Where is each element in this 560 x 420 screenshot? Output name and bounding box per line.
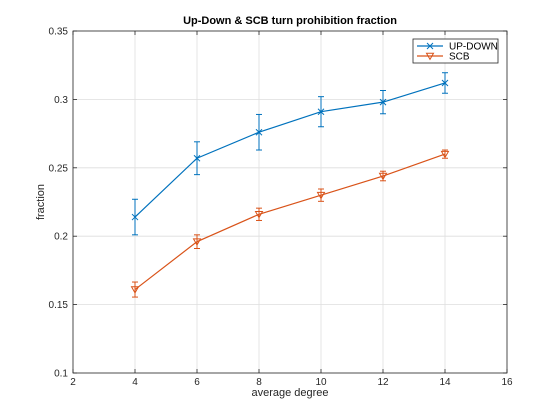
y-tick-label: 0.15 xyxy=(49,300,69,311)
axes: 2 4 6 8 10 12 14 16 0.1 0.15 0.2 0.25 0.3 0.35 xyxy=(49,27,513,389)
error-bar xyxy=(194,234,200,250)
marker-stroke xyxy=(379,98,387,106)
data-point xyxy=(316,191,326,200)
data-point xyxy=(192,238,202,247)
error-bar xyxy=(132,281,138,298)
series-layer xyxy=(130,72,450,298)
series-line-up-down xyxy=(134,82,446,218)
axes-box xyxy=(72,30,508,374)
chart-title: Up-Down & SCB turn prohibition fraction xyxy=(183,15,397,27)
x-tick-label: 6 xyxy=(194,377,200,388)
data-point xyxy=(131,213,139,221)
y-tick-label: 0.1 xyxy=(54,369,68,380)
marker-stroke xyxy=(426,42,434,50)
data-point xyxy=(193,154,201,162)
x-tick-label: 10 xyxy=(315,377,327,388)
marker-stroke xyxy=(131,213,139,221)
x-tick-label: 8 xyxy=(256,377,262,388)
data-point xyxy=(441,79,449,87)
x-tick-label: 2 xyxy=(70,377,76,388)
series-line-scb xyxy=(134,153,446,291)
data-point xyxy=(379,98,387,106)
y-tick-label: 0.3 xyxy=(54,95,68,106)
x-axis-label: average degree xyxy=(251,387,328,399)
marker-stroke xyxy=(193,154,201,162)
legend-item-up-down: UP-DOWN xyxy=(417,42,498,53)
x-tick-label: 4 xyxy=(132,377,138,388)
data-point xyxy=(440,150,450,159)
data-point xyxy=(378,172,388,181)
data-point xyxy=(255,128,263,136)
legend-label: SCB xyxy=(449,52,470,63)
marker-stroke xyxy=(317,108,325,116)
marker-stroke xyxy=(255,128,263,136)
data-point xyxy=(254,211,264,219)
series-up-down xyxy=(131,72,449,236)
y-tick-label: 0.2 xyxy=(54,232,68,243)
legend-marker xyxy=(426,42,434,50)
data-point xyxy=(130,286,140,294)
x-tick-label: 14 xyxy=(439,377,451,388)
series-scb xyxy=(130,149,450,298)
y-axis-label: fraction xyxy=(35,184,47,220)
legend-item-scb: SCB xyxy=(417,52,470,63)
y-tick-label: 0.35 xyxy=(49,27,69,38)
data-point xyxy=(317,108,325,116)
y-tick-label: 0.25 xyxy=(49,163,69,174)
plot-area xyxy=(73,31,507,373)
x-tick-label: 16 xyxy=(501,377,513,388)
marker-stroke xyxy=(441,79,449,87)
legend-label: UP-DOWN xyxy=(449,42,498,53)
x-tick-label: 12 xyxy=(377,377,389,388)
legend-marker xyxy=(425,52,435,61)
